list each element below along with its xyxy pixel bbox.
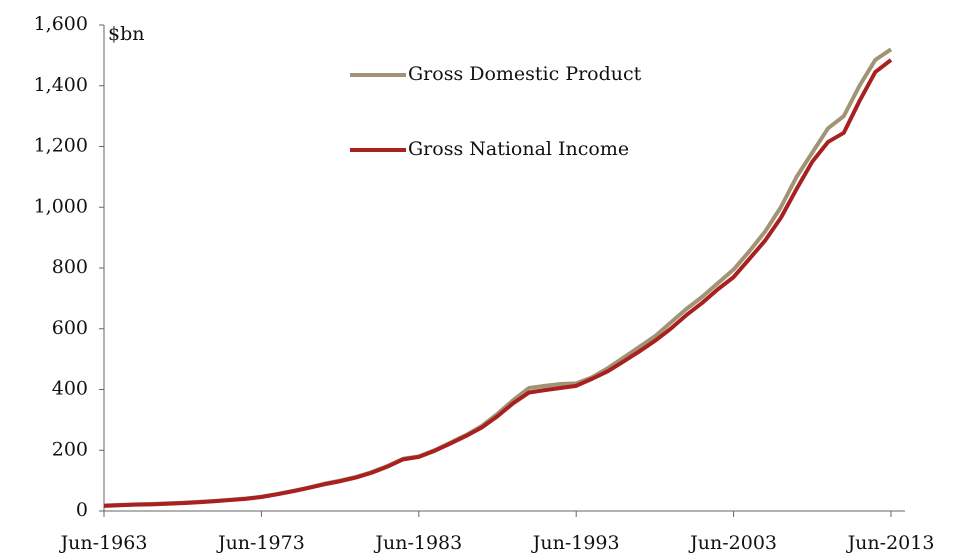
y-tick-label: 800 [52, 256, 88, 278]
x-tick-label: Jun-2003 [688, 532, 777, 554]
legend-label: Gross Domestic Product [408, 63, 642, 85]
series-line [103, 47, 893, 508]
x-tick-label: Jun-1993 [531, 532, 620, 554]
y-tick-label: 1,600 [34, 13, 88, 35]
y-axis-label: $bn [108, 23, 145, 45]
x-tick-label: Jun-1983 [373, 532, 462, 554]
x-tick-label: Jun-1963 [59, 532, 148, 554]
x-tick-label: Jun-2013 [846, 532, 935, 554]
x-tick-label: Jun-1973 [216, 532, 305, 554]
y-tick-label: 1,400 [34, 74, 88, 96]
series-line [103, 58, 893, 508]
y-tick-label: 600 [52, 317, 88, 339]
y-tick-label: 200 [52, 438, 88, 460]
y-tick-label: 1,200 [34, 135, 88, 157]
y-tick-label: 1,000 [34, 195, 88, 217]
legend-label: Gross National Income [408, 138, 629, 160]
y-tick-label: 400 [52, 378, 88, 400]
y-tick-label: 0 [76, 499, 88, 521]
